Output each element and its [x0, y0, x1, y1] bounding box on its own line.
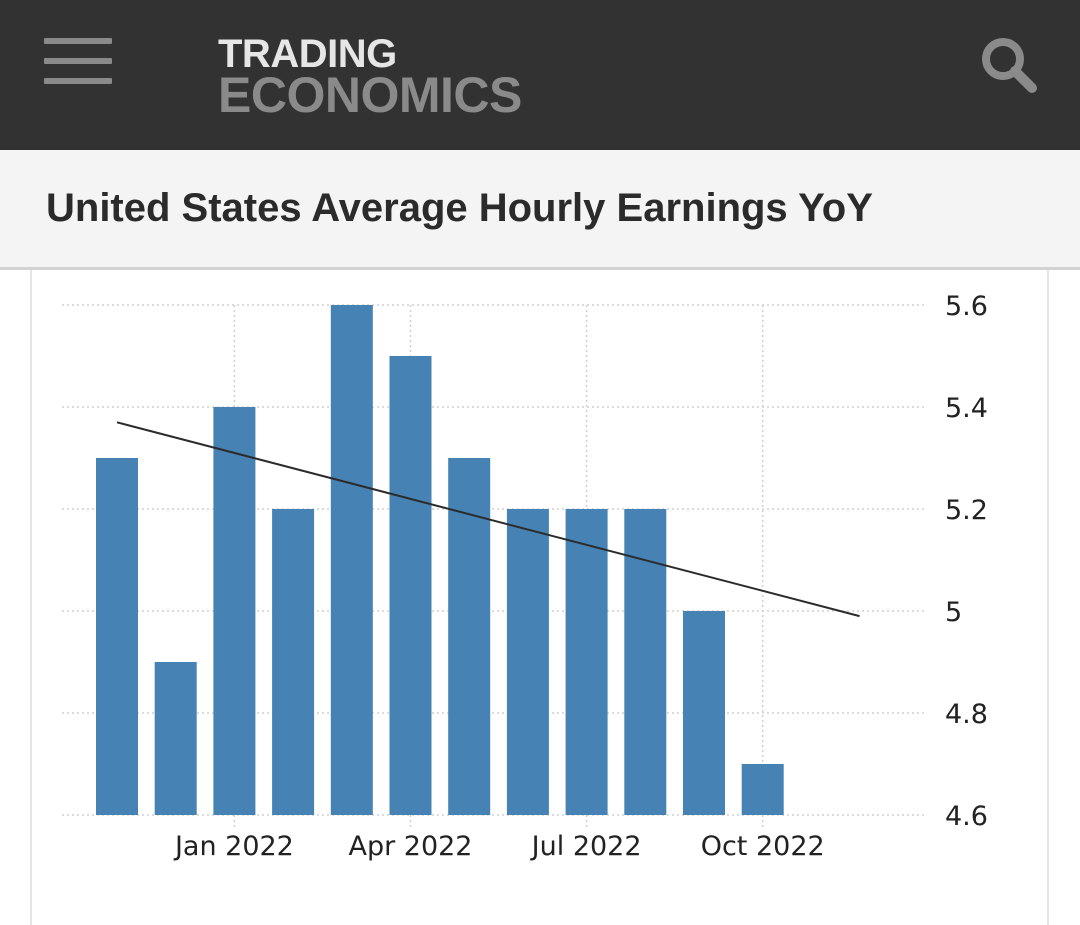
logo-line-2: ECONOMICS: [218, 67, 522, 123]
title-bar: United States Average Hourly Earnings Yo…: [0, 150, 1080, 270]
top-navigation-bar: TRADING ECONOMICS: [0, 0, 1080, 150]
y-tick-label: 5.4: [945, 393, 988, 424]
bar: [683, 611, 725, 815]
bar: [624, 509, 667, 815]
x-tick-label: Jan 2022: [173, 831, 294, 862]
bar-chart: 4.6 4.8 5 5.2 5.4 5.6 Jan 2022 Apr 2022 Jul 2022…: [30, 270, 1049, 925]
hamburger-menu-icon[interactable]: [44, 38, 112, 84]
bar: [330, 305, 373, 815]
page-title: United States Average Hourly Earnings Yo…: [46, 186, 873, 230]
y-tick-label: 5.6: [945, 291, 988, 322]
y-tick-label: 4.8: [945, 699, 988, 730]
bar: [448, 458, 491, 815]
bar: [389, 356, 432, 815]
search-icon[interactable]: [978, 34, 1040, 96]
bar: [741, 764, 784, 815]
y-tick-label: 4.6: [945, 801, 988, 832]
x-tick-label: Apr 2022: [348, 831, 472, 862]
chart-container: 4.6 4.8 5 5.2 5.4 5.6 Jan 2022 Apr 2022 Jul 2022…: [0, 270, 1080, 925]
trend-line: [116, 421, 860, 618]
bar: [213, 407, 256, 815]
y-tick-label: 5: [945, 597, 962, 628]
bar: [272, 509, 315, 815]
bar: [154, 662, 197, 815]
site-logo[interactable]: TRADING ECONOMICS: [218, 34, 522, 120]
logo-line-1: TRADING: [218, 32, 397, 76]
bar: [506, 509, 549, 815]
y-tick-label: 5.2: [945, 495, 988, 526]
bar: [565, 509, 608, 815]
x-tick-label: Oct 2022: [701, 831, 825, 862]
x-tick-label: Jul 2022: [530, 831, 642, 862]
bar: [96, 458, 138, 815]
